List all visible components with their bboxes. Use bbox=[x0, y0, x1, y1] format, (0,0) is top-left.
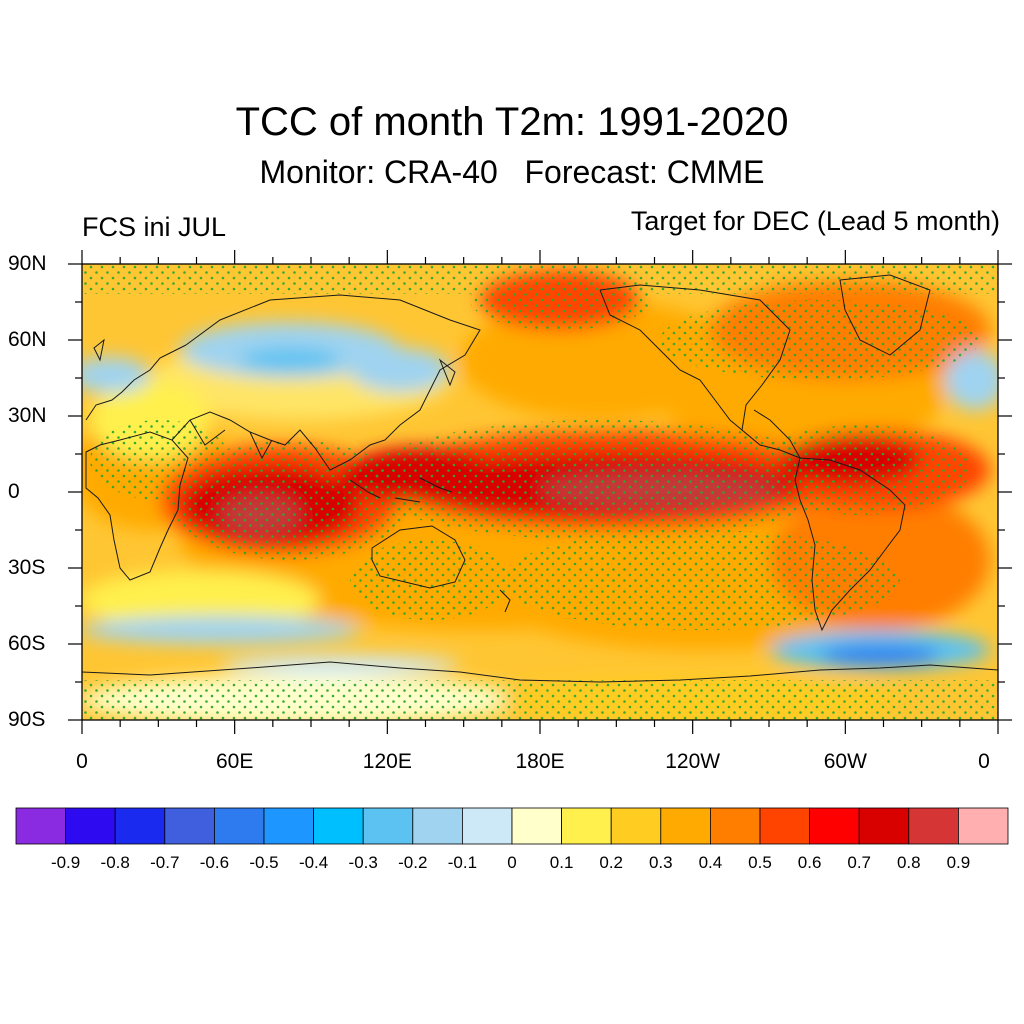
colorbar-label: -0.3 bbox=[348, 853, 378, 872]
colorbar-label: -0.1 bbox=[447, 853, 478, 872]
colorbar-label: -0.2 bbox=[398, 853, 428, 872]
colorbar-label: 0 bbox=[507, 853, 517, 872]
colorbar-swatch bbox=[263, 807, 314, 845]
init-label: FCS ini JUL bbox=[82, 212, 227, 242]
correlation-field bbox=[82, 264, 998, 720]
colorbar-swatch bbox=[213, 807, 265, 845]
colorbar-swatch bbox=[660, 807, 711, 845]
colorbar-label: -0.6 bbox=[199, 853, 230, 872]
colorbar-label: -0.7 bbox=[150, 853, 180, 872]
colorbar-label: 0.8 bbox=[896, 853, 921, 872]
colorbar-swatch bbox=[610, 807, 662, 845]
colorbar-swatch bbox=[461, 807, 513, 845]
lat-label: 30N bbox=[8, 404, 47, 427]
lat-label: 90N bbox=[8, 252, 47, 275]
lat-label: 90S bbox=[8, 708, 46, 731]
axis-ticks bbox=[68, 250, 1012, 734]
lon-label: 120W bbox=[665, 750, 721, 773]
colorbar-swatch bbox=[809, 807, 860, 845]
coastlines bbox=[82, 274, 998, 683]
colorbar-label: 0.9 bbox=[946, 853, 971, 872]
lon-label: 0 bbox=[978, 750, 990, 773]
lon-label: 60W bbox=[823, 750, 867, 773]
significance-stippling bbox=[82, 264, 998, 720]
colorbar-swatch bbox=[362, 807, 414, 845]
colorbar-label: 0.1 bbox=[549, 853, 574, 872]
colorbar-swatch bbox=[858, 807, 910, 845]
target-label: Target for DEC (Lead 5 month) bbox=[630, 206, 1000, 236]
colorbar-swatch bbox=[710, 807, 761, 845]
colorbar-label: -0.8 bbox=[100, 853, 130, 872]
colorbar-label: -0.5 bbox=[249, 853, 279, 872]
colorbar-swatch bbox=[511, 807, 562, 845]
lon-label: 0 bbox=[76, 750, 88, 773]
colorbar-swatch bbox=[759, 807, 810, 845]
colorbar-swatch bbox=[65, 807, 116, 845]
colorbar-swatch bbox=[114, 807, 166, 845]
lon-label: 180E bbox=[515, 750, 565, 773]
lon-label: 120E bbox=[362, 750, 412, 773]
lat-label: 0 bbox=[8, 480, 20, 503]
colorbar-label: 0.7 bbox=[847, 853, 871, 872]
lat-label: 30S bbox=[8, 556, 46, 579]
colorbar-label: -0.9 bbox=[50, 853, 81, 872]
colorbar-swatch bbox=[164, 807, 215, 845]
colorbar-label: -0.4 bbox=[298, 853, 329, 872]
colorbar-swatch bbox=[958, 807, 1009, 845]
colorbar-label: 0.5 bbox=[748, 853, 772, 872]
colorbar-swatch bbox=[313, 807, 364, 845]
colorbar bbox=[15, 807, 1009, 845]
colorbar-swatch bbox=[412, 807, 463, 845]
lat-label: 60S bbox=[8, 632, 46, 655]
lat-label: 60N bbox=[8, 328, 47, 351]
lon-label: 60E bbox=[215, 750, 254, 773]
map-title: TCC of month T2m: 1991-2020 bbox=[235, 100, 789, 144]
map-subtitle: Monitor: CRA-40 Forecast: CMME bbox=[259, 154, 765, 190]
colorbar-label: 0.2 bbox=[599, 853, 623, 872]
colorbar-swatch bbox=[15, 807, 66, 845]
colorbar-label: 0.3 bbox=[648, 853, 673, 872]
colorbar-swatch bbox=[908, 807, 959, 845]
colorbar-label: 0.6 bbox=[797, 853, 822, 872]
colorbar-swatch bbox=[561, 807, 612, 845]
colorbar-label: 0.4 bbox=[698, 853, 723, 872]
